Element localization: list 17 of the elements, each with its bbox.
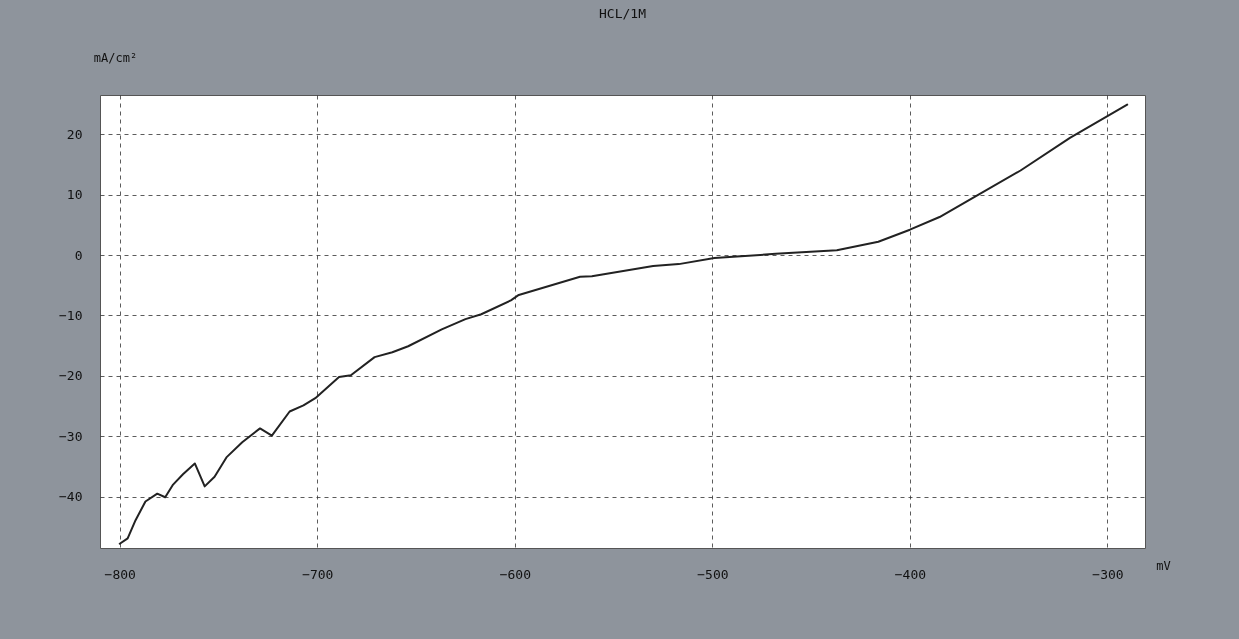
x-tick-label: −500 [697,566,729,582]
x-tick-label: −300 [1092,566,1124,582]
x-tick-label: −800 [104,566,136,582]
y-tick-label: −10 [59,307,83,323]
chart-title: HCL/1M [599,6,647,21]
x-tick-label: −400 [894,566,927,582]
x-tick-label: −700 [302,566,334,582]
y-tick-label: −30 [59,428,83,444]
y-tick-label: 10 [66,187,83,203]
y-tick-label: 20 [66,126,83,142]
line-series [118,103,1129,545]
x-tick-label: −600 [499,566,531,582]
y-tick-label: −40 [59,489,83,505]
y-axis-title: mA/cm² [93,50,138,65]
y-tick-label: 0 [74,247,83,263]
x-axis-title: mV [1156,558,1171,573]
y-tick-label: −20 [59,368,83,384]
